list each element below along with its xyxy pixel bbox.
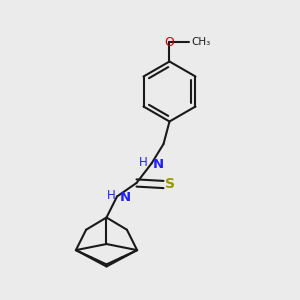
Text: N: N — [119, 190, 130, 204]
Text: CH₃: CH₃ — [191, 37, 211, 47]
Text: H: H — [139, 156, 148, 169]
Text: S: S — [165, 178, 175, 191]
Text: O: O — [165, 35, 174, 49]
Text: N: N — [153, 158, 164, 171]
Text: H: H — [107, 189, 116, 202]
